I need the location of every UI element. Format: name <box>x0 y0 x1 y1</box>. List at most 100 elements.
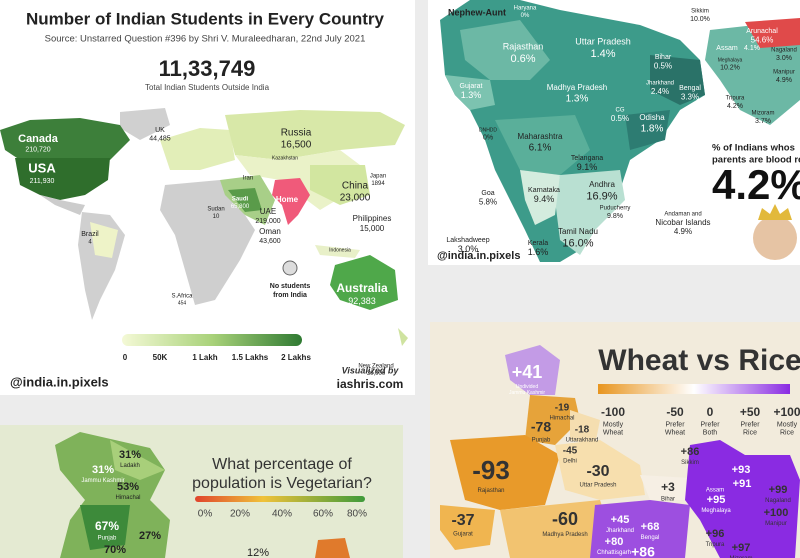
rajasthan <box>450 435 560 510</box>
legend-item: Wheat <box>603 429 623 436</box>
no-data-label: No students <box>270 283 311 290</box>
region-label: Haryana <box>514 6 537 12</box>
region-label: 2.4% <box>651 87 669 96</box>
region-label: Karnataka <box>528 187 560 194</box>
north-east <box>685 440 800 558</box>
region-label: Meghalaya <box>718 57 743 63</box>
region-label: DNHDD <box>479 127 497 133</box>
region-label: Bihar <box>661 496 675 502</box>
region-label: +80 <box>605 536 624 548</box>
gujarat <box>445 75 495 110</box>
uttar-pradesh <box>555 440 645 500</box>
region-label: Tripura <box>706 542 725 548</box>
legend-bar <box>598 384 790 394</box>
region-label: +99 <box>769 484 788 496</box>
region-label: Nagaland <box>771 48 797 54</box>
region-label: Tripura <box>726 96 745 102</box>
region-label: 1894 <box>371 181 385 187</box>
karnataka <box>520 170 560 225</box>
region-label: Sikkim <box>681 460 699 466</box>
credit-site: iashris.com <box>337 377 404 391</box>
region-label: +86 <box>631 544 655 558</box>
region-label: Andaman and <box>664 212 701 218</box>
legend-tick: 1.5 Lakhs <box>232 353 269 362</box>
legend-item: 0 <box>707 405 714 419</box>
region-label: Tamil Nadu <box>558 227 598 236</box>
gujarat <box>440 505 495 550</box>
region-label: Japan <box>370 174 386 180</box>
africa <box>160 180 255 305</box>
caption: parents are blood rel <box>712 155 800 166</box>
region-label: 16,500 <box>281 140 312 151</box>
europe <box>160 128 235 170</box>
region-label: Odisha <box>639 113 665 122</box>
legend-item: Both <box>703 429 718 436</box>
region-label: Manipur <box>765 521 787 527</box>
region-label: +93 <box>732 464 751 476</box>
region-label: 1.3% <box>461 90 482 100</box>
region-label: Russia <box>281 128 312 139</box>
handle: @india.in.pixels <box>10 374 109 389</box>
region-label: Saudi <box>232 197 249 203</box>
region-label: +100 <box>764 507 789 519</box>
region-label: 10.0% <box>690 16 710 23</box>
region-label: Bengal <box>641 535 660 541</box>
region-label: Jammu Kashmir <box>509 390 545 396</box>
region-label: Australia <box>336 281 388 295</box>
greenland <box>120 108 170 140</box>
usa <box>15 158 110 200</box>
legend-bar <box>195 496 365 502</box>
legend-item: Rice <box>743 429 757 436</box>
panel-title: Nephew-Aunt <box>448 7 506 17</box>
mexico <box>40 195 85 215</box>
region-label: Himachal <box>115 495 140 501</box>
region-label: Delhi <box>563 458 577 464</box>
region-label: 23,000 <box>340 193 371 204</box>
legend-item: -50 <box>666 405 684 419</box>
uttarakhand <box>570 410 600 445</box>
no-data-swatch <box>282 260 298 276</box>
total: 11,33,749 <box>159 56 256 81</box>
region-label: Bengal <box>679 85 701 92</box>
title: Wheat vs Rice <box>598 344 800 377</box>
region-label: 12% <box>247 547 269 558</box>
region-label: Madhya Pradesh <box>547 83 607 92</box>
region-label: 27% <box>139 530 161 542</box>
region-label: Chhattisgarh <box>597 550 631 556</box>
region-label: Punjab <box>532 438 551 444</box>
region-label: 1.3% <box>566 94 589 105</box>
region-label: 44,485 <box>149 136 171 143</box>
region-label: 1.8% <box>641 124 664 135</box>
punjab <box>525 395 580 445</box>
region-label: +97 <box>732 542 751 554</box>
legend-tick: 50K <box>153 353 168 362</box>
region-label: -30 <box>586 463 609 480</box>
total-label: Total Indian Students Outside India <box>145 83 270 92</box>
legend-tick: 60% <box>313 509 333 520</box>
region-label: Iran <box>243 176 253 182</box>
region-label: Rajasthan <box>503 41 544 51</box>
region-label: Rajasthan <box>477 488 504 494</box>
region-label: 3.0% <box>776 55 792 62</box>
legend-tick: 2 Lakhs <box>281 353 311 362</box>
region-label: 15,000 <box>360 224 385 233</box>
arunachal <box>745 18 800 48</box>
region-label: Jammu Kashmir <box>81 478 124 484</box>
region-label: 16.0% <box>562 237 593 249</box>
south-east <box>555 170 625 255</box>
source: Source: Unstarred Question #396 by Shri … <box>45 34 366 45</box>
legend-item: +100 <box>773 405 800 419</box>
region-label: CG <box>616 108 625 114</box>
legend-tick: 0% <box>198 509 213 520</box>
russia <box>225 110 405 160</box>
legend-item: Prefer <box>665 421 685 428</box>
region-label: -93 <box>472 455 510 485</box>
region-label: Nagaland <box>765 498 791 504</box>
region-label: Goa <box>481 190 494 197</box>
brazil <box>90 222 118 258</box>
region-label: Gujarat <box>460 83 483 90</box>
east <box>650 55 705 105</box>
region-label: 4 <box>88 240 92 246</box>
region-label: Sudan <box>207 207 224 213</box>
